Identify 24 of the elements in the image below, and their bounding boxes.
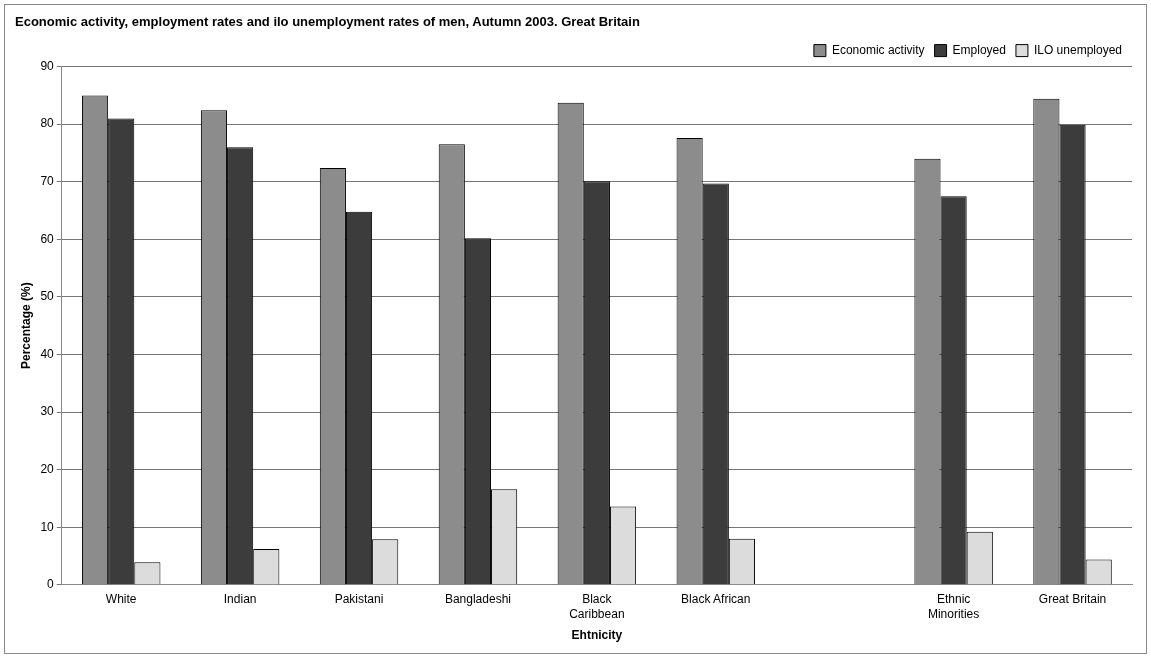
legend-label: Employed bbox=[952, 42, 1006, 57]
y-tick-label: 30 bbox=[40, 404, 55, 419]
legend-label: ILO unemployed bbox=[1033, 42, 1123, 57]
y-tick-label: 50 bbox=[40, 289, 55, 304]
x-tick-label: Indian bbox=[223, 592, 257, 607]
y-axis-title: Percentage (%) bbox=[18, 282, 33, 370]
chart-title: Economic activity, employment rates and ilo unemployment rates of men, Autumn 2003. Great Britain bbox=[15, 14, 640, 30]
x-tick-label: Ethnic Minorities bbox=[927, 592, 980, 621]
y-tick-label: 20 bbox=[40, 461, 55, 476]
x-tick-label: Pakistani bbox=[334, 592, 384, 607]
x-tick-label: Bangladeshi bbox=[444, 592, 511, 607]
y-tick-label: 60 bbox=[40, 231, 55, 246]
x-tick-label: Great Britain bbox=[1038, 592, 1107, 607]
y-tick-label: 0 bbox=[47, 577, 55, 592]
x-tick-label: Black Caribbean bbox=[569, 592, 625, 621]
x-tick-label: Black African bbox=[681, 592, 751, 607]
legend-label: Economic activity bbox=[831, 42, 925, 57]
y-tick-label: 40 bbox=[40, 346, 55, 361]
x-axis-title: Ehtnicity bbox=[571, 628, 623, 643]
x-tick-label: White bbox=[105, 592, 137, 607]
y-tick-label: 80 bbox=[40, 116, 55, 131]
y-tick-label: 90 bbox=[40, 58, 55, 73]
y-tick-label: 70 bbox=[40, 174, 55, 189]
y-tick-label: 10 bbox=[40, 519, 55, 534]
